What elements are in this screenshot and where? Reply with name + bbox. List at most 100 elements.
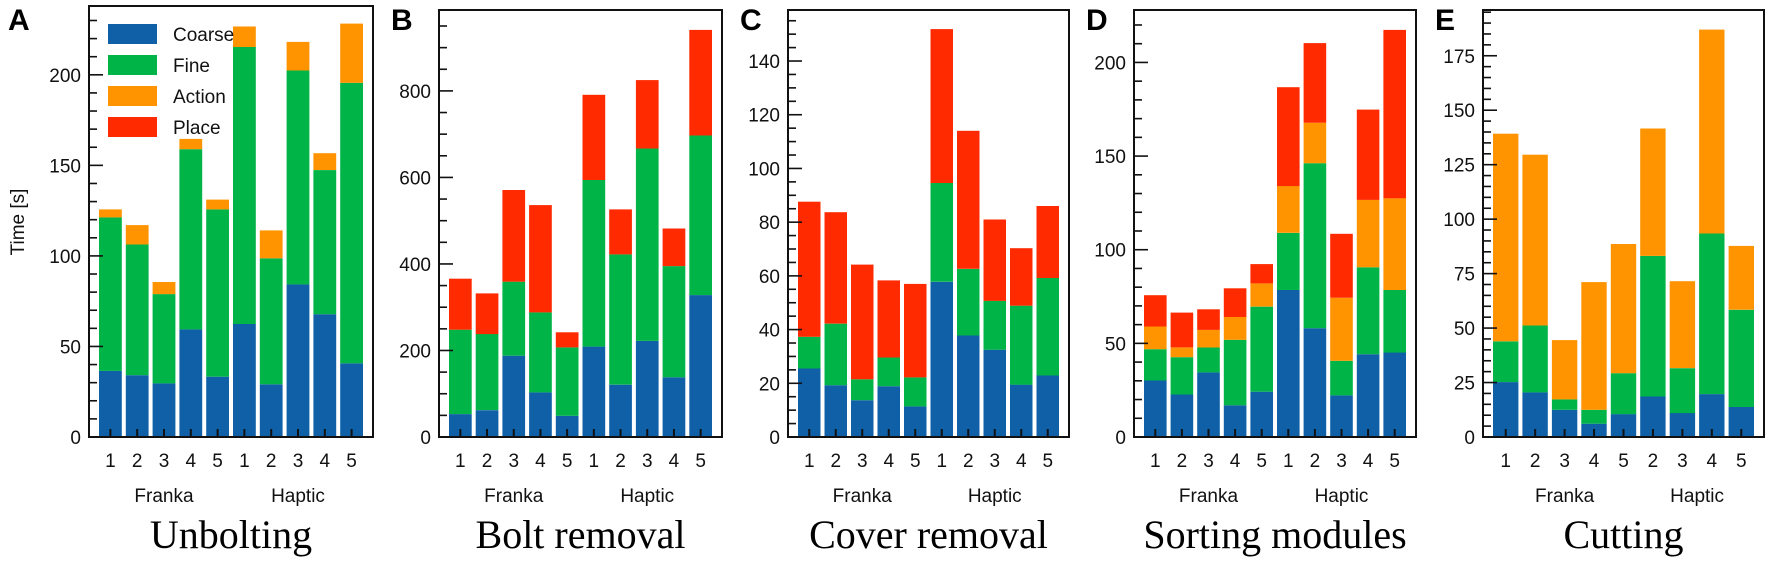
bar-segment-place: [877, 280, 900, 358]
bar-segment-action: [99, 209, 122, 218]
bar-segment-fine: [635, 148, 659, 341]
bar-segment-fine: [824, 323, 847, 386]
bar-segment-fine: [1223, 339, 1247, 406]
bar-segment-coarse: [1356, 354, 1380, 437]
y-tick-label: 0: [420, 428, 431, 449]
bar-segment-action: [1581, 282, 1607, 410]
bar-segment-fine: [662, 266, 686, 378]
x-tick-label: 5: [562, 451, 573, 472]
bar-segment-fine: [904, 377, 927, 407]
x-tick-label: 2: [1177, 451, 1188, 472]
bar-segment-place: [1277, 87, 1300, 187]
y-tick-label: 20: [759, 374, 780, 395]
bar-segment-fine: [851, 379, 874, 401]
bar-segment-fine: [1522, 325, 1548, 393]
bar-segment-fine: [877, 357, 900, 387]
y-tick-label: 200: [49, 66, 81, 87]
y-tick-label: 100: [748, 159, 780, 180]
bar-segment-place: [1250, 264, 1273, 284]
bar-segment-coarse: [99, 370, 122, 437]
bar-segment-place: [1356, 109, 1380, 200]
x-tick-label: 3: [1559, 451, 1570, 472]
bar-segment-fine: [1728, 309, 1754, 407]
bar-segment-action: [125, 225, 149, 245]
x-tick-label: 4: [1589, 451, 1600, 472]
x-tick-label: 3: [159, 451, 170, 472]
bar-segment-fine: [259, 258, 283, 385]
bar-segment-coarse: [662, 377, 686, 437]
y-tick-label: 200: [1094, 53, 1126, 74]
group-label-haptic: Haptic: [620, 486, 674, 507]
bar-segment-fine: [1699, 233, 1725, 395]
x-tick-label: 1: [936, 451, 947, 472]
x-tick-label: 3: [1677, 451, 1688, 472]
bar-segment-coarse: [125, 375, 149, 437]
bar-segment-coarse: [798, 368, 821, 437]
bar-segment-action: [152, 282, 176, 295]
bar-segment-place: [1383, 29, 1406, 199]
bar-segment-fine: [529, 312, 552, 393]
bar-segment-coarse: [1250, 391, 1273, 437]
bar-segment-action: [259, 230, 283, 259]
legend-swatch-coarse: [108, 24, 157, 44]
bar-segment-fine: [1640, 256, 1666, 397]
bar-segment-coarse: [259, 384, 283, 437]
bar-segment-coarse: [1383, 352, 1406, 437]
panel-letter: A: [8, 4, 30, 37]
bar-segment-fine: [1144, 349, 1167, 381]
legend-swatch-place: [108, 117, 157, 137]
bar-segment-action: [1493, 133, 1519, 342]
legend-label-action: Action: [173, 87, 226, 108]
bar-segment-coarse: [340, 363, 363, 437]
x-tick-label: 3: [642, 451, 653, 472]
y-tick-label: 400: [399, 255, 431, 276]
x-tick-label: 4: [186, 451, 197, 472]
bar-segment-action: [1250, 283, 1273, 307]
bar-segment-fine: [689, 135, 712, 296]
bar-segment-place: [582, 94, 606, 180]
bar-segment-coarse: [286, 284, 310, 437]
bar-segment-coarse: [1197, 372, 1220, 437]
panel-title: Cover removal: [809, 512, 1048, 557]
x-tick-label: 2: [1530, 451, 1541, 472]
bar-segment-coarse: [502, 355, 526, 437]
x-tick-label: 5: [1736, 451, 1747, 472]
y-tick-label: 80: [759, 213, 780, 234]
bar-segment-coarse: [851, 400, 874, 437]
x-tick-label: 5: [1256, 451, 1267, 472]
bar-segment-coarse: [555, 415, 579, 437]
bar-segment-fine: [99, 217, 122, 371]
y-tick-label: 800: [399, 82, 431, 103]
group-label-haptic: Haptic: [1315, 486, 1369, 507]
bar-segment-coarse: [1170, 394, 1194, 437]
y-tick-label: 50: [1105, 334, 1126, 355]
x-tick-label: 2: [963, 451, 974, 472]
panel-letter: D: [1086, 4, 1108, 37]
bar-segment-place: [798, 201, 821, 337]
x-tick-label: 4: [883, 451, 894, 472]
bar-segment-fine: [152, 294, 176, 384]
bar-segment-action: [1277, 186, 1300, 233]
bar-segment-action: [286, 41, 310, 71]
x-tick-label: 2: [132, 451, 143, 472]
bar-segment-fine: [1250, 306, 1273, 392]
x-tick-label: 3: [857, 451, 868, 472]
bar-segment-action: [1197, 329, 1220, 348]
x-tick-label: 1: [1150, 451, 1161, 472]
bar-segment-fine: [1610, 373, 1637, 415]
x-tick-label: 5: [1389, 451, 1400, 472]
bar-segment-place: [1144, 295, 1167, 327]
bar-segment-fine: [1197, 347, 1220, 373]
y-tick-label: 50: [1454, 319, 1475, 340]
bar-segment-action: [1640, 128, 1666, 256]
bar-segment-coarse: [1277, 290, 1300, 437]
bar-segment-coarse: [904, 406, 927, 437]
plot-frame: [438, 9, 723, 438]
bar-segment-coarse: [1493, 382, 1519, 437]
x-tick-label: 5: [1618, 451, 1629, 472]
bar-segment-fine: [1330, 360, 1353, 396]
bar-segment-coarse: [1303, 328, 1327, 437]
bar-segment-coarse: [152, 383, 176, 437]
